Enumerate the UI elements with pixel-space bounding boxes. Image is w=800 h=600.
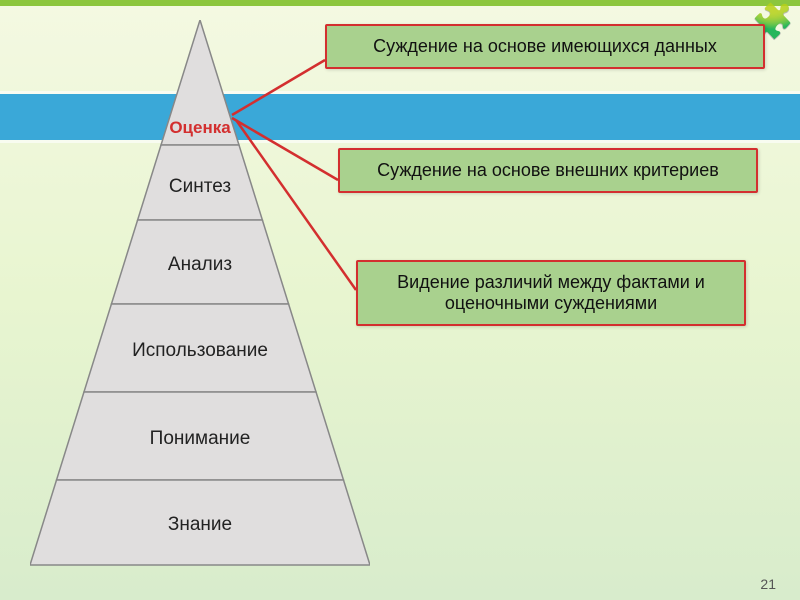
callout-connector bbox=[232, 60, 325, 115]
callout-connector bbox=[236, 120, 356, 290]
page-number: 21 bbox=[760, 576, 776, 592]
slide-page: 🧩 ОценкаСинтезАнализИспользованиеПониман… bbox=[0, 0, 800, 600]
callout-connector bbox=[232, 118, 338, 180]
callout-connectors bbox=[0, 0, 800, 600]
